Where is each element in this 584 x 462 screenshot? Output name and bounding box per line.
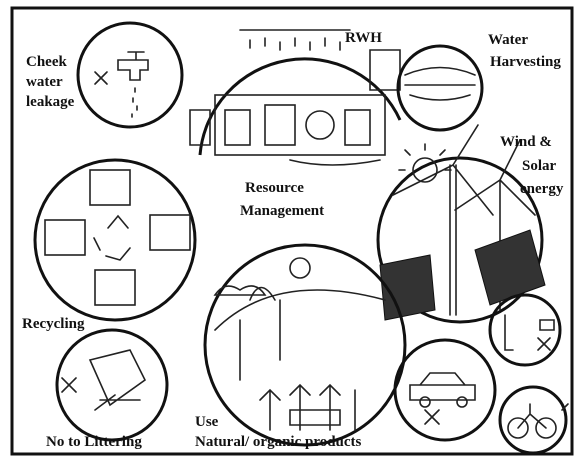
label-line: Recycling — [22, 316, 85, 332]
label-line: Solar — [522, 158, 557, 174]
illustration: Cheek water leakage RWH Water Harvesting… — [0, 0, 584, 462]
label-line: Resource — [245, 180, 304, 196]
frame — [12, 8, 572, 454]
label-line: Management — [240, 203, 324, 219]
label-line: Cheek — [26, 54, 67, 70]
label-line: water — [26, 74, 63, 90]
label-line: leakage — [26, 94, 75, 110]
label-line: Wind & — [500, 134, 552, 150]
label-line: Harvesting — [490, 54, 561, 70]
label-line: Water — [488, 32, 528, 48]
label-line: RWH — [345, 30, 382, 46]
label-line: Natural/ organic products — [195, 434, 362, 450]
label-line: No to Littering — [46, 434, 142, 450]
label-line: energy — [520, 181, 564, 197]
label-line: Use — [195, 414, 219, 430]
